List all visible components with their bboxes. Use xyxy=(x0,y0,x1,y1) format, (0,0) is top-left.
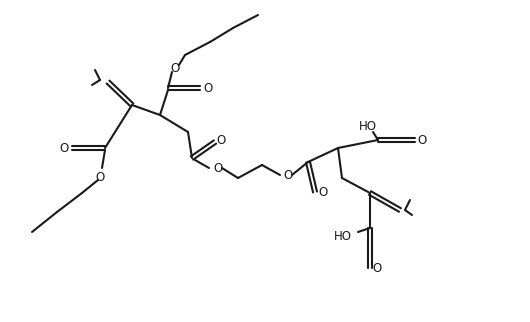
Text: HO: HO xyxy=(334,230,352,242)
Text: O: O xyxy=(59,141,68,155)
Text: O: O xyxy=(204,81,213,94)
Text: O: O xyxy=(214,162,223,175)
Text: O: O xyxy=(216,134,226,147)
Text: O: O xyxy=(170,62,180,74)
Text: O: O xyxy=(373,261,382,274)
Text: O: O xyxy=(284,168,293,182)
Text: O: O xyxy=(418,134,427,147)
Text: O: O xyxy=(95,171,104,184)
Text: HO: HO xyxy=(359,119,377,132)
Text: O: O xyxy=(319,185,328,198)
